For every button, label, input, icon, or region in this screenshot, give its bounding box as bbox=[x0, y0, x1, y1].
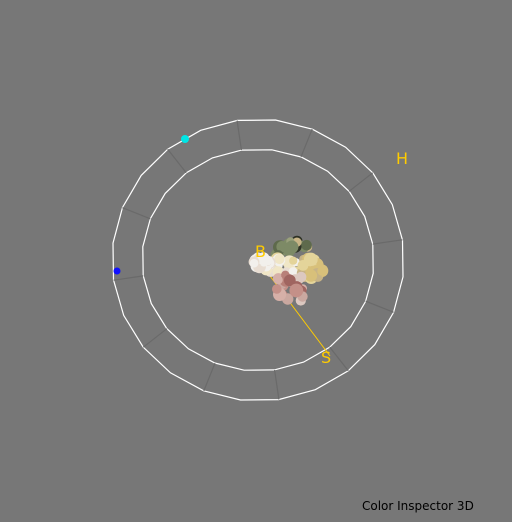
hue-wheel-ring bbox=[142, 149, 374, 371]
color-point bbox=[272, 284, 282, 294]
hue-wheel-ring bbox=[112, 119, 404, 401]
color-point bbox=[297, 260, 309, 271]
hue-wheel-tick bbox=[203, 362, 216, 392]
color-point bbox=[249, 258, 259, 268]
color-point bbox=[260, 257, 269, 267]
color-point bbox=[285, 240, 299, 254]
color-point bbox=[296, 271, 307, 283]
app-title: Color Inspector 3D bbox=[362, 499, 474, 513]
hue-axis-label: H bbox=[396, 149, 408, 168]
hue-wheel-tick bbox=[167, 148, 187, 174]
hue-wheel bbox=[112, 119, 404, 401]
saturation-axis-label: S bbox=[321, 348, 331, 367]
hue-wheel-tick bbox=[113, 275, 144, 281]
color-point bbox=[283, 274, 296, 287]
color-point-cloud[interactable] bbox=[248, 235, 329, 306]
hue-wheel-tick bbox=[365, 300, 394, 313]
brightness-axis-label: B bbox=[255, 242, 266, 261]
hue-marker-blue[interactable] bbox=[113, 267, 121, 275]
hue-marker-cyan[interactable] bbox=[181, 135, 189, 143]
color-point bbox=[288, 267, 298, 276]
hue-wheel-tick bbox=[348, 172, 374, 192]
color-point bbox=[289, 256, 298, 265]
hue-wheel-tick bbox=[300, 128, 313, 158]
color-point bbox=[304, 269, 318, 282]
color-point bbox=[317, 266, 327, 276]
color-point bbox=[289, 283, 304, 298]
color-point bbox=[274, 275, 283, 285]
hue-wheel-tick bbox=[329, 346, 349, 372]
color-point bbox=[274, 253, 285, 265]
color-point bbox=[301, 239, 312, 251]
hue-wheel-tick bbox=[274, 369, 280, 400]
hue-wheel-tick bbox=[142, 328, 168, 348]
hue-wheel-tick bbox=[236, 120, 242, 151]
hue-wheel-tick bbox=[372, 239, 403, 245]
hue-wheel-tick bbox=[122, 207, 151, 220]
